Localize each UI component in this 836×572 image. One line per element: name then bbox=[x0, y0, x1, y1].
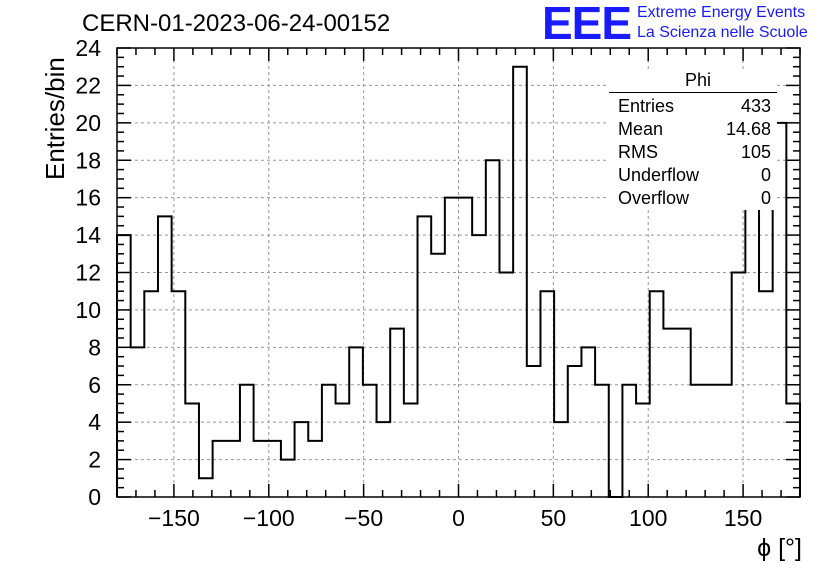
stats-row-underflow: Underflow 0 bbox=[609, 164, 777, 187]
histogram-outline bbox=[116, 65, 801, 498]
histogram-bin bbox=[240, 385, 254, 497]
brand-line-1: Extreme Energy Events bbox=[637, 4, 806, 21]
histogram-bin bbox=[540, 291, 554, 497]
histogram-bin bbox=[377, 422, 391, 497]
histogram-bin bbox=[745, 198, 759, 497]
histogram-bin bbox=[554, 422, 568, 497]
stats-row-entries: Entries 433 bbox=[609, 95, 777, 118]
histogram-bin bbox=[663, 329, 677, 497]
y-tick-label: 22 bbox=[75, 72, 101, 98]
tick-labels: −150 −100 −50 0 50 100 15002468101214161820222… bbox=[75, 35, 762, 531]
y-tick-label: 0 bbox=[88, 484, 101, 510]
stats-row-rms: RMS 105 bbox=[609, 141, 777, 164]
histogram-bin bbox=[131, 347, 145, 497]
stats-label: Overflow bbox=[618, 188, 690, 208]
y-tick-label: 10 bbox=[75, 297, 101, 323]
eee-logo: EEE bbox=[542, 0, 632, 49]
histogram-bin bbox=[445, 198, 459, 497]
histogram-bin bbox=[254, 441, 268, 497]
histogram-bin bbox=[704, 385, 718, 497]
y-tick-label: 24 bbox=[75, 35, 101, 61]
histogram-bin bbox=[172, 291, 186, 497]
chart-title: CERN-01-2023-06-24-00152 bbox=[82, 10, 391, 37]
stats-value: 0 bbox=[760, 165, 771, 185]
histogram-bin bbox=[568, 366, 582, 497]
histogram-bin bbox=[349, 347, 363, 497]
x-tick-label: −150 bbox=[148, 505, 200, 531]
stats-row-overflow: Overflow 0 bbox=[609, 187, 777, 210]
x-tick-label: 0 bbox=[452, 505, 465, 531]
stats-label: RMS bbox=[618, 142, 658, 162]
histogram-bin bbox=[581, 347, 595, 497]
x-tick-label: −50 bbox=[344, 505, 383, 531]
histogram-bins bbox=[116, 65, 801, 498]
histogram-bin bbox=[158, 216, 172, 497]
histogram-bin bbox=[431, 254, 445, 497]
x-tick-label: 100 bbox=[629, 505, 667, 531]
histogram-bin bbox=[363, 385, 377, 497]
histogram-bin bbox=[404, 403, 418, 497]
histogram-bin bbox=[418, 216, 432, 497]
stats-label: Entries bbox=[618, 96, 675, 116]
histogram-bin bbox=[459, 198, 473, 497]
histogram-bin bbox=[759, 291, 773, 497]
stats-value: 14.68 bbox=[725, 119, 771, 139]
brand-text: Extreme Energy Events La Scienza nelle S… bbox=[637, 3, 808, 43]
histogram-bin bbox=[718, 385, 732, 497]
histogram-bin bbox=[595, 385, 609, 497]
stats-value: 0 bbox=[760, 188, 771, 208]
stats-row-mean: Mean 14.68 bbox=[609, 118, 777, 141]
histogram-bin bbox=[513, 67, 527, 497]
histogram-bin bbox=[185, 403, 199, 497]
y-tick-label: 16 bbox=[75, 185, 101, 211]
x-axis-label: ϕ [°] bbox=[757, 534, 802, 562]
histogram-bin bbox=[527, 366, 541, 497]
y-tick-label: 2 bbox=[88, 447, 101, 473]
histogram-bin bbox=[322, 385, 336, 497]
stats-label: Mean bbox=[618, 119, 664, 139]
x-tick-label: −100 bbox=[243, 505, 295, 531]
x-tick-label: 150 bbox=[724, 505, 762, 531]
histogram-bin bbox=[144, 291, 158, 497]
stats-box: Phi Entries 433 Mean 14.68 RMS 105 Underflo… bbox=[609, 70, 777, 210]
histogram-bin bbox=[336, 403, 350, 497]
x-tick-label: 50 bbox=[541, 505, 567, 531]
histogram-bin bbox=[213, 441, 227, 497]
brand-line-2: La Scienza nelle Scuole bbox=[637, 24, 808, 41]
histogram-bin bbox=[622, 385, 636, 497]
stats-value: 433 bbox=[740, 96, 771, 116]
histogram-bin bbox=[308, 441, 322, 497]
histogram-bin bbox=[650, 291, 664, 497]
stats-title: Phi bbox=[609, 70, 777, 93]
stats-value: 105 bbox=[740, 142, 771, 162]
axis-ticks bbox=[116, 47, 801, 498]
y-tick-label: 4 bbox=[88, 409, 101, 435]
y-tick-label: 8 bbox=[88, 334, 101, 360]
y-axis-label-wrap: Entries/bin bbox=[8, 57, 70, 180]
histogram-bin bbox=[486, 160, 500, 497]
histogram-bin bbox=[226, 441, 240, 497]
y-tick-label: 12 bbox=[75, 260, 101, 286]
stats-label: Underflow bbox=[618, 165, 700, 185]
histogram-bin bbox=[390, 329, 404, 497]
histogram-bin bbox=[295, 422, 309, 497]
histogram-bin bbox=[472, 235, 486, 497]
y-tick-label: 18 bbox=[75, 147, 101, 173]
histogram-bin bbox=[636, 403, 650, 497]
y-tick-label: 6 bbox=[88, 372, 101, 398]
histogram-bin bbox=[677, 329, 691, 497]
y-tick-label: 14 bbox=[75, 222, 101, 248]
histogram-bin bbox=[732, 273, 746, 498]
histogram-bin bbox=[499, 273, 513, 498]
histogram-bin bbox=[199, 478, 213, 497]
y-tick-label: 20 bbox=[75, 110, 101, 136]
y-axis-label: Entries/bin bbox=[40, 57, 70, 180]
histogram-bin bbox=[691, 385, 705, 497]
